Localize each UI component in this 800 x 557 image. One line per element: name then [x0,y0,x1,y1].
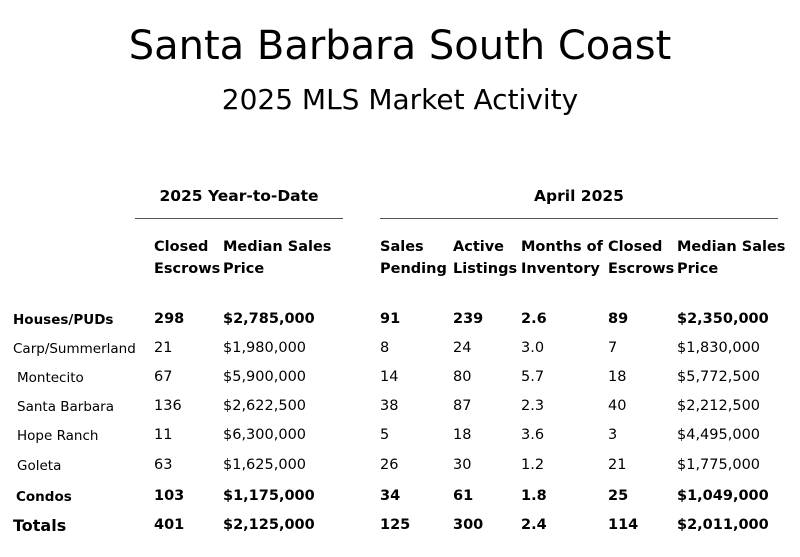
group-header-month: April 2025 [534,187,624,205]
row-label: Carp/Summerland [13,341,136,357]
table-cell: 1.8 [521,488,547,504]
table-cell: $5,772,500 [677,369,761,385]
table-cell: 91 [380,311,401,327]
table-cell: 3.0 [521,340,545,356]
column-header-line: Closed [154,239,209,255]
table-cell: 2.4 [521,517,547,533]
column-header: Active Listings [453,236,517,280]
table-cell: 25 [608,488,629,504]
column-header-line: Median Sales [223,239,332,255]
table-cell: $2,350,000 [677,311,769,327]
table-cell: 87 [453,398,472,414]
group-header-ytd: 2025 Year-to-Date [159,187,319,205]
table-cell: 239 [453,311,484,327]
table-cell: $5,900,000 [223,369,307,385]
table-cell: 18 [608,369,627,385]
column-header-line: Escrows [154,261,221,277]
table-cell: 18 [453,427,472,443]
table-cell: 38 [380,398,399,414]
table-cell: 3.6 [521,427,545,443]
table-cell: 40 [608,398,627,414]
column-header-line: Price [677,261,719,277]
column-header: Median Sales Price [223,236,331,280]
table-cell: 2.3 [521,398,545,414]
column-header-line: Closed [608,239,663,255]
table-cell: 67 [154,369,173,385]
row-label: Totals [13,516,67,535]
column-header-line: Pending [380,261,447,277]
table-cell: 136 [154,398,182,414]
column-header: Months of Inventory [521,236,603,280]
column-header: Closed Escrows [154,236,220,280]
row-label: Santa Barbara [17,399,115,415]
table-cell: 5 [380,427,390,443]
table-cell: 1.2 [521,457,545,473]
row-label: Goleta [17,458,62,474]
row-label: Montecito [17,370,84,386]
table-cell: $2,212,500 [677,398,761,414]
table-cell: 63 [154,457,173,473]
column-header-line: Inventory [521,261,600,277]
table-cell: 24 [453,340,472,356]
table-cell: $1,830,000 [677,340,761,356]
table-cell: $4,495,000 [677,427,761,443]
table-cell: $2,011,000 [677,517,769,533]
column-header: Sales Pending [380,236,447,280]
table-cell: 21 [154,340,173,356]
table-cell: 2.6 [521,311,547,327]
table-cell: 3 [608,427,618,443]
table-cell: 14 [380,369,399,385]
table-cell: $1,049,000 [677,488,769,504]
table-cell: 89 [608,311,629,327]
table-cell: 5.7 [521,369,545,385]
row-label: Hope Ranch [17,428,99,444]
page-subtitle: 2025 MLS Market Activity [221,83,579,116]
column-header: Median Sales Price [677,236,785,280]
table-cell: $2,785,000 [223,311,315,327]
table-cell: 21 [608,457,627,473]
table-cell: $1,625,000 [223,457,307,473]
column-header-line: Sales [380,239,424,255]
column-header-line: Listings [453,261,518,277]
table-cell: 30 [453,457,472,473]
table-cell: 8 [380,340,390,356]
table-cell: 300 [453,517,484,533]
table-cell: 401 [154,517,185,533]
column-header-line: Escrows [608,261,675,277]
table-cell: 26 [380,457,399,473]
table-cell: 34 [380,488,401,504]
column-header-line: Price [223,261,265,277]
table-cell: $1,980,000 [223,340,307,356]
table-cell: 298 [154,311,185,327]
table-cell: 61 [453,488,474,504]
table-cell: 125 [380,517,411,533]
table-cell: 114 [608,517,639,533]
table-cell: 11 [154,427,173,443]
table-cell: $6,300,000 [223,427,307,443]
row-label: Condos [16,489,72,505]
table-cell: $2,622,500 [223,398,307,414]
group-rule-month [380,218,778,219]
table-cell: 103 [154,488,185,504]
table-cell: $2,125,000 [223,517,315,533]
column-header-line: Months of [521,239,603,255]
table-cell: $1,775,000 [677,457,761,473]
page-title: Santa Barbara South Coast [128,23,672,69]
row-label: Houses/PUDs [13,312,114,328]
table-cell: 7 [608,340,618,356]
table-cell: 80 [453,369,472,385]
group-rule-ytd [135,218,343,219]
column-header: Closed Escrows [608,236,674,280]
column-header-line: Active [453,239,505,255]
table-cell: $1,175,000 [223,488,315,504]
column-header-line: Median Sales [677,239,786,255]
